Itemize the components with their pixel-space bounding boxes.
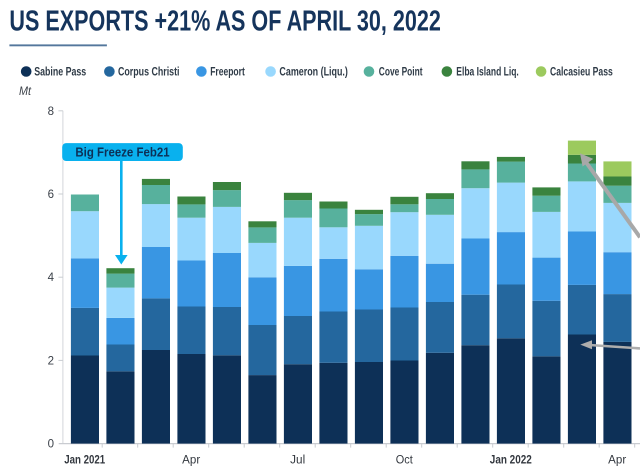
svg-text:Jul: Jul — [290, 455, 305, 467]
svg-text:8: 8 — [48, 106, 54, 118]
svg-text:Elba Island Liq.: Elba Island Liq. — [456, 66, 519, 78]
svg-text:US EXPORTS +21% AS OF APRIL 30: US EXPORTS +21% AS OF APRIL 30, 2022 — [9, 5, 441, 37]
svg-text:Corpus Christi: Corpus Christi — [118, 66, 180, 78]
svg-text:Apr: Apr — [182, 455, 200, 467]
svg-text:Jan 2021: Jan 2021 — [64, 455, 105, 467]
svg-text:Jan 2022: Jan 2022 — [490, 455, 532, 467]
svg-text:6: 6 — [48, 189, 54, 201]
svg-text:Oct: Oct — [396, 455, 414, 467]
svg-text:Calcasieu Pass: Calcasieu Pass — [550, 66, 613, 78]
svg-text:Apr: Apr — [608, 455, 626, 467]
svg-text:0: 0 — [48, 439, 54, 451]
svg-text:Cove Point: Cove Point — [379, 66, 423, 78]
svg-text:2: 2 — [48, 355, 54, 367]
svg-text:Cameron (Liqu.): Cameron (Liqu.) — [279, 66, 348, 78]
svg-text:Sabine Pass: Sabine Pass — [34, 66, 86, 78]
svg-text:Mt: Mt — [19, 86, 32, 98]
svg-text:Freeport: Freeport — [210, 66, 245, 78]
svg-text:4: 4 — [48, 272, 55, 284]
svg-text:Big Freeze Feb21: Big Freeze Feb21 — [75, 144, 169, 159]
